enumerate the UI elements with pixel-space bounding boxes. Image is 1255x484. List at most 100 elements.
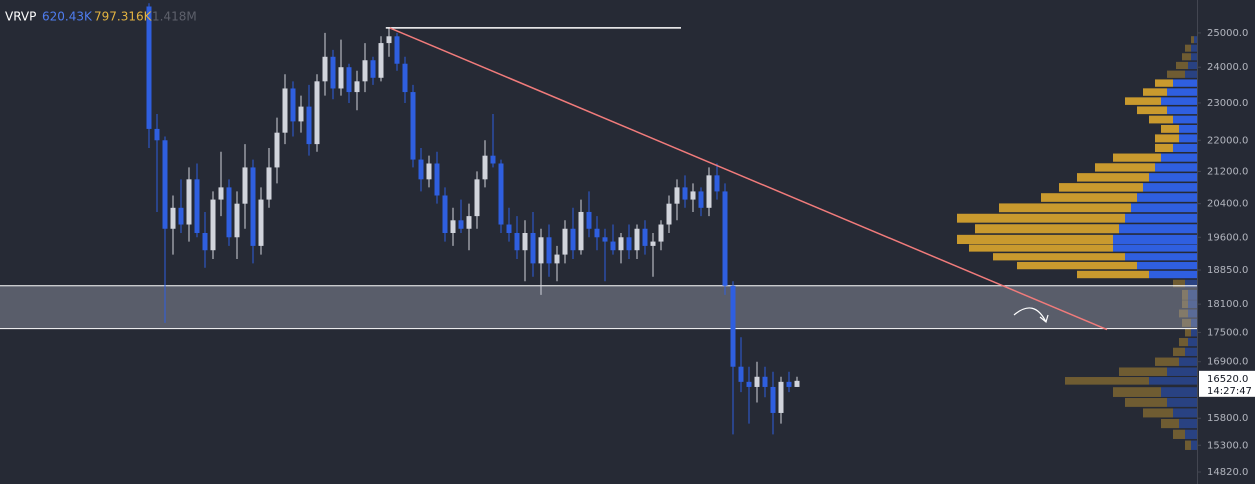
profile-up bbox=[1191, 318, 1197, 327]
profile-up bbox=[1188, 338, 1197, 347]
profile-up bbox=[1143, 183, 1197, 192]
candle-body bbox=[666, 203, 672, 225]
profile-down bbox=[1113, 153, 1161, 162]
candle-body bbox=[650, 241, 656, 246]
profile-down bbox=[1161, 124, 1179, 133]
profile-down bbox=[1176, 61, 1188, 70]
candle-body bbox=[706, 175, 712, 208]
candle-body bbox=[682, 187, 688, 200]
last-price-label: 16520.0 bbox=[1207, 374, 1248, 385]
profile-down bbox=[1155, 143, 1173, 152]
profile-down bbox=[1182, 318, 1191, 327]
candle-body bbox=[562, 228, 568, 255]
candle-body bbox=[402, 63, 408, 93]
profile-up bbox=[1188, 61, 1197, 70]
total: 1.418M bbox=[152, 10, 197, 24]
profile-down bbox=[1077, 270, 1149, 279]
profile-up bbox=[1167, 398, 1197, 407]
candle-body bbox=[618, 237, 624, 251]
profile-up bbox=[1173, 143, 1197, 152]
profile-down bbox=[1065, 377, 1149, 385]
drawings bbox=[385, 27, 1108, 331]
candle-body bbox=[330, 56, 336, 89]
candle-body bbox=[242, 167, 248, 204]
down-total: 797.316K bbox=[94, 10, 153, 24]
candle-body bbox=[626, 237, 632, 251]
up-total: 620.43K bbox=[42, 10, 93, 24]
candle-body bbox=[314, 81, 320, 145]
last-price-box bbox=[1199, 370, 1255, 397]
candle-body bbox=[698, 191, 704, 208]
candle-body bbox=[418, 159, 424, 180]
candle-body bbox=[266, 167, 272, 200]
candle-body bbox=[762, 376, 768, 387]
profile-down bbox=[1185, 44, 1191, 52]
y-tick-label: 23000.0 bbox=[1207, 98, 1248, 109]
profile-up bbox=[1161, 387, 1197, 397]
candle-body bbox=[722, 191, 728, 286]
profile-down bbox=[1161, 419, 1179, 429]
profile-up bbox=[1173, 115, 1197, 124]
profile-up bbox=[1185, 279, 1197, 288]
profile-up bbox=[1161, 153, 1197, 162]
profile-down bbox=[1143, 408, 1173, 418]
trendline bbox=[389, 27, 1108, 331]
y-tick-label: 15300.0 bbox=[1207, 440, 1248, 451]
profile-up bbox=[1188, 309, 1197, 318]
candle-body bbox=[482, 155, 488, 180]
zone-layer bbox=[0, 285, 1197, 330]
profile-down bbox=[1179, 338, 1188, 347]
candle-body bbox=[546, 237, 552, 264]
candle-body bbox=[410, 92, 416, 160]
candle-body bbox=[642, 228, 648, 246]
candle-body bbox=[426, 163, 432, 180]
candle-body bbox=[298, 106, 304, 122]
profile-down bbox=[957, 213, 1125, 223]
candle-body bbox=[530, 233, 536, 264]
y-tick-label: 21200.0 bbox=[1207, 166, 1248, 177]
profile-up bbox=[1137, 261, 1197, 270]
candle-body bbox=[570, 228, 576, 251]
candle-body bbox=[274, 132, 280, 168]
candle-body bbox=[386, 36, 392, 44]
profile-up bbox=[1149, 377, 1197, 385]
candle-body bbox=[442, 195, 448, 234]
y-tick-label: 24000.0 bbox=[1207, 62, 1248, 73]
candle-body bbox=[554, 254, 560, 264]
y-tick-label: 18850.0 bbox=[1207, 265, 1248, 276]
profile-up bbox=[1173, 408, 1197, 418]
profile-down bbox=[969, 244, 1113, 252]
profile-up bbox=[1194, 36, 1197, 44]
profile-down bbox=[1143, 88, 1167, 96]
profile-up bbox=[1167, 88, 1197, 96]
candle-body bbox=[306, 106, 312, 145]
candle-body bbox=[522, 233, 528, 251]
profile-down bbox=[1173, 347, 1185, 356]
candle-body bbox=[474, 179, 480, 217]
candle-body bbox=[210, 199, 216, 251]
profile-down bbox=[1041, 193, 1137, 202]
profile-up bbox=[1125, 253, 1197, 261]
candle-body bbox=[602, 237, 608, 242]
candle-body bbox=[178, 207, 184, 225]
y-tick-label: 16900.0 bbox=[1207, 357, 1248, 368]
candle-body bbox=[738, 366, 744, 382]
candle-body bbox=[154, 128, 160, 141]
profile-down bbox=[1095, 163, 1155, 172]
candle-body bbox=[362, 60, 368, 82]
profile-up bbox=[1179, 357, 1197, 366]
profile-down bbox=[1155, 79, 1173, 87]
profile-down bbox=[975, 224, 1119, 234]
profile-down bbox=[1119, 367, 1167, 376]
candle-body bbox=[250, 167, 256, 246]
candle-body bbox=[226, 187, 232, 238]
profile-up bbox=[1191, 328, 1197, 337]
candle-body bbox=[290, 88, 296, 122]
profile-down bbox=[1125, 97, 1161, 105]
candle-body bbox=[378, 43, 384, 78]
profile-down bbox=[999, 203, 1131, 213]
profile-down bbox=[1182, 289, 1188, 300]
profile-up bbox=[1179, 134, 1197, 143]
